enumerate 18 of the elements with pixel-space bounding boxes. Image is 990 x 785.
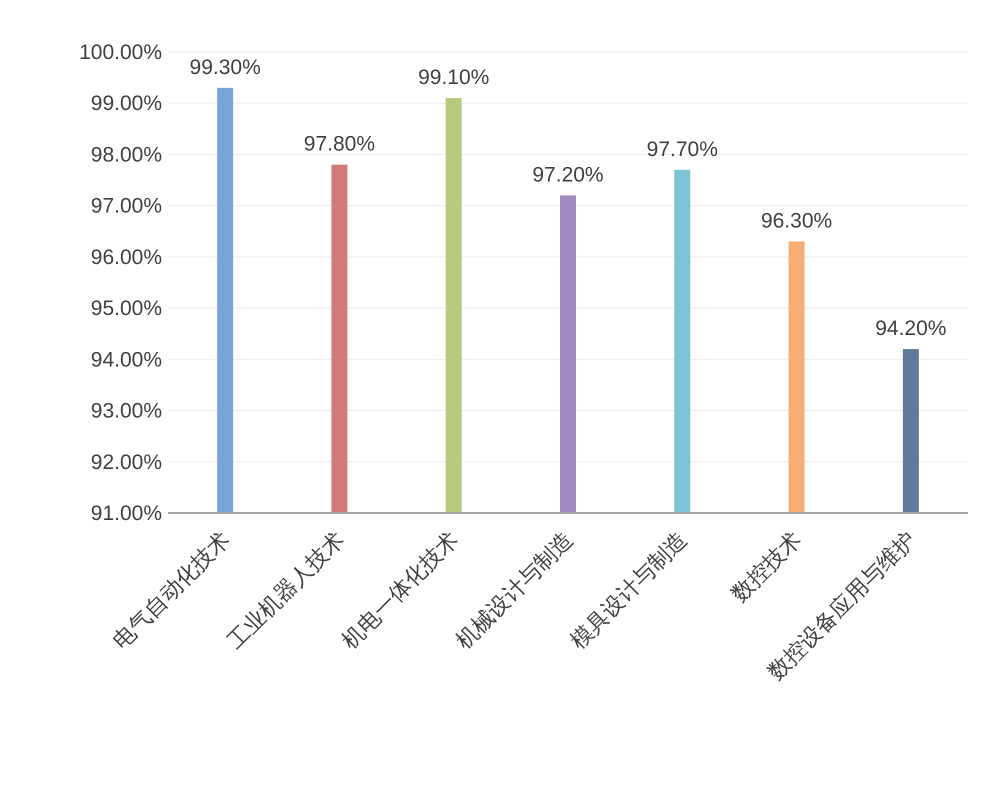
data-label: 94.20% [875, 317, 946, 340]
y-tick-label: 91.00% [90, 502, 162, 525]
data-label: 99.30% [190, 56, 261, 79]
y-tick-label: 96.00% [90, 246, 162, 269]
y-tick-label: 99.00% [90, 92, 162, 116]
y-tick-label: 97.00% [90, 194, 162, 218]
data-label: 97.80% [304, 132, 376, 156]
x-tick-label: 数控技术 [726, 526, 806, 607]
y-tick-label: 95.00% [90, 297, 162, 320]
y-tick-label: 92.00% [90, 450, 162, 474]
data-label: 96.30% [760, 210, 832, 233]
y-tick-label: 98.00% [90, 143, 162, 166]
data-label: 99.10% [418, 66, 490, 90]
y-tick-label: 100.00% [79, 41, 162, 64]
data-label: 97.70% [646, 138, 718, 161]
data-label: 97.20% [532, 163, 604, 186]
y-tick-label: 93.00% [90, 400, 162, 423]
y-tick-label: 94.00% [90, 348, 162, 372]
